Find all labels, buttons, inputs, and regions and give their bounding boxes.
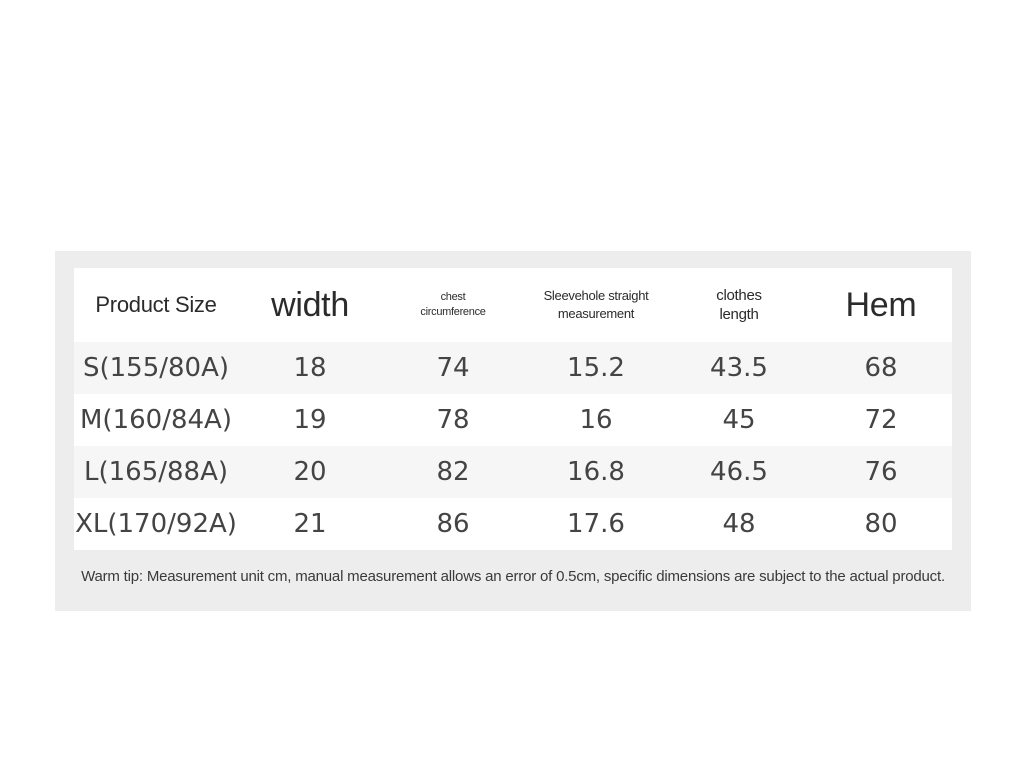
size-cell: M(160/84A) [80, 405, 232, 435]
sleevehole-cell: 17.6 [567, 509, 625, 539]
hem-cell: 72 [864, 405, 898, 435]
sleevehole-cell: 16 [579, 405, 613, 435]
hem-cell: 76 [864, 457, 898, 487]
size-cell: S(155/80A) [82, 353, 230, 383]
width-cell: 19 [293, 405, 327, 435]
size-chart-table: Product Size width chest circumference S… [74, 268, 952, 550]
header-chest-circumference: chest circumference [420, 291, 486, 318]
table-row: M(160/84A) 19 78 16 45 72 [74, 394, 952, 446]
sleevehole-cell: 15.2 [567, 353, 625, 383]
length-cell: 46.5 [710, 457, 768, 487]
chest-cell: 82 [436, 457, 470, 487]
length-cell: 43.5 [710, 353, 768, 383]
size-cell: XL(170/92A) [75, 509, 237, 539]
length-cell: 45 [722, 405, 756, 435]
header-width: width [271, 285, 349, 324]
table-row: S(155/80A) 18 74 15.2 43.5 68 [74, 342, 952, 394]
chest-cell: 86 [436, 509, 470, 539]
table-header-row: Product Size width chest circumference S… [74, 268, 952, 342]
header-clothes-length: clothes length [716, 287, 762, 323]
hem-cell: 80 [864, 509, 898, 539]
header-hem: Hem [845, 285, 917, 324]
chest-cell: 78 [436, 405, 470, 435]
hem-cell: 68 [864, 353, 898, 383]
width-cell: 21 [293, 509, 327, 539]
header-sleevehole-measurement: Sleevehole straight measurement [543, 288, 649, 321]
chest-cell: 74 [436, 353, 470, 383]
sleevehole-cell: 16.8 [567, 457, 625, 487]
warm-tip-note: Warm tip: Measurement unit cm, manual me… [81, 568, 945, 585]
table-row: L(165/88A) 20 82 16.8 46.5 76 [74, 446, 952, 498]
length-cell: 48 [722, 509, 756, 539]
table-row: XL(170/92A) 21 86 17.6 48 80 [74, 498, 952, 550]
header-product-size: Product Size [95, 292, 217, 317]
width-cell: 18 [293, 353, 327, 383]
size-cell: L(165/88A) [83, 457, 229, 487]
width-cell: 20 [293, 457, 327, 487]
